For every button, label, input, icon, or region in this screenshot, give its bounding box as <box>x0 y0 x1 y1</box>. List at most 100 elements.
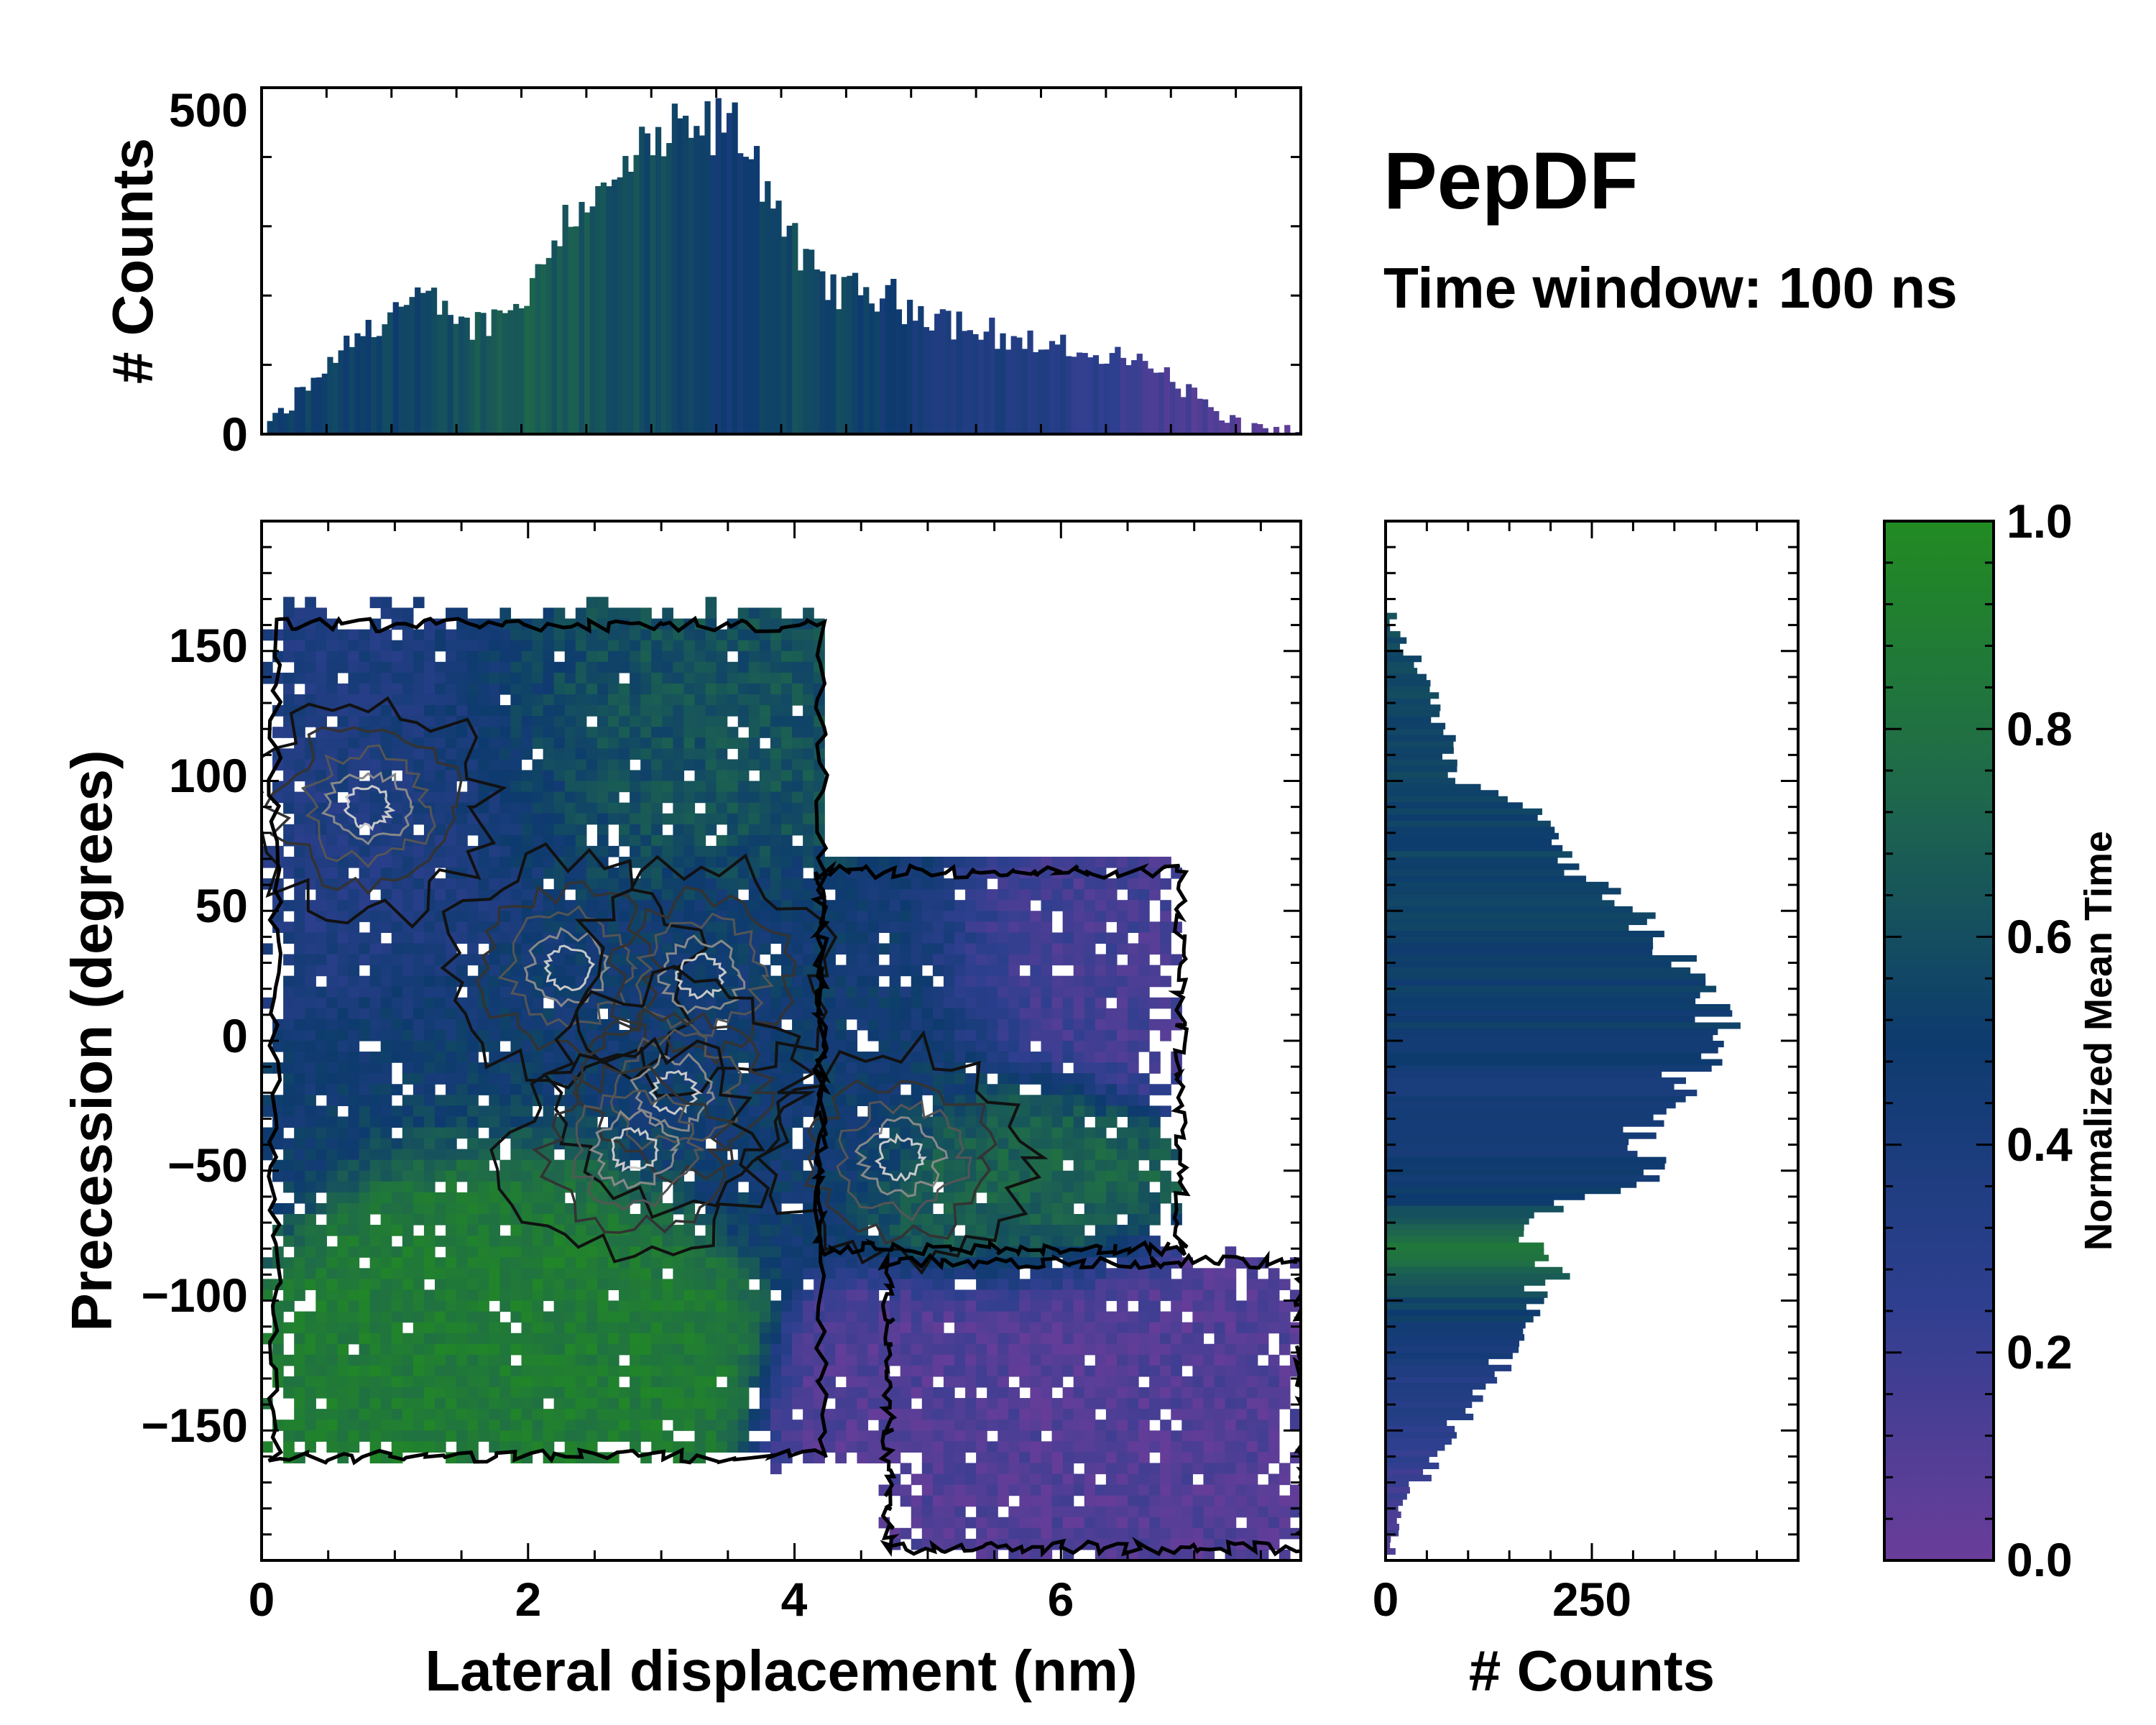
heatmap-cell <box>1095 1095 1107 1106</box>
heatmap-cell <box>456 705 468 717</box>
heatmap-cell <box>630 834 641 847</box>
heatmap-cell <box>489 845 500 857</box>
heatmap-cell <box>705 705 717 717</box>
heatmap-cell <box>640 716 652 727</box>
heatmap-cell <box>380 1149 392 1161</box>
heatmap-cell <box>759 1268 771 1279</box>
heatmap-cell <box>737 1257 750 1269</box>
heatmap-cell <box>921 1300 934 1312</box>
heatmap-cell <box>640 845 652 857</box>
heatmap-cell <box>586 1225 598 1236</box>
heatmap-cell <box>943 1170 955 1182</box>
heatmap-cell <box>283 759 295 771</box>
heatmap-cell <box>1008 900 1020 911</box>
heatmap-cell <box>998 1225 1009 1236</box>
heatmap-cell <box>857 1311 869 1323</box>
heatmap-cell <box>499 921 512 933</box>
heatmap-cell <box>456 1029 468 1041</box>
heatmap-cell <box>748 1105 760 1118</box>
heatmap-cell <box>489 705 500 717</box>
top-hist-bar <box>529 277 536 434</box>
heatmap-cell <box>586 683 598 695</box>
heatmap-cell <box>673 802 685 814</box>
heatmap-cell <box>759 618 771 630</box>
heatmap-cell <box>846 932 858 944</box>
heatmap-cell <box>608 791 619 804</box>
top-hist-bar <box>732 102 738 434</box>
heatmap-cell <box>564 1343 576 1356</box>
heatmap-cell <box>792 672 803 684</box>
heatmap-cell <box>1138 921 1150 933</box>
heatmap-cell <box>705 640 717 652</box>
heatmap-cell <box>911 1300 923 1312</box>
heatmap-cell <box>792 1018 803 1031</box>
heatmap-cell <box>630 781 641 793</box>
heatmap-cell <box>391 1105 403 1118</box>
heatmap-cell <box>835 997 847 1009</box>
heatmap-cell <box>575 716 587 727</box>
heatmap-cell <box>1128 1236 1139 1247</box>
heatmap-cell <box>640 1279 652 1291</box>
heatmap-cell <box>272 1300 284 1312</box>
heatmap-cell <box>478 1246 489 1258</box>
heatmap-cell <box>1084 1105 1096 1118</box>
heatmap-cell <box>1214 1289 1226 1302</box>
heatmap-cell <box>359 1116 371 1128</box>
heatmap-cell <box>359 1052 371 1063</box>
heatmap-cell <box>1041 1105 1053 1118</box>
heatmap-cell <box>651 629 663 641</box>
heatmap-cell <box>435 1311 446 1323</box>
heatmap-cell <box>402 650 414 663</box>
heatmap-cell <box>921 1214 934 1225</box>
heatmap-cell <box>272 1138 284 1150</box>
heatmap-cell <box>564 1041 576 1052</box>
heatmap-cell <box>683 759 696 771</box>
heatmap-cell <box>1257 1300 1269 1312</box>
heatmap-cell <box>380 889 392 901</box>
heatmap-cell <box>694 1322 706 1334</box>
heatmap-cell <box>1019 1105 1031 1118</box>
heatmap-cell <box>283 1041 295 1052</box>
heatmap-cell <box>1116 1149 1128 1161</box>
heatmap-cell <box>446 748 457 760</box>
heatmap-cell <box>932 1300 944 1312</box>
heatmap-cell <box>478 1333 489 1345</box>
heatmap-cell <box>294 1333 305 1345</box>
heatmap-cell <box>1138 1008 1150 1020</box>
heatmap-cell <box>1116 1170 1128 1182</box>
heatmap-cell <box>759 868 771 879</box>
heatmap-cell <box>1138 1268 1150 1279</box>
heatmap-cell <box>489 748 500 760</box>
heatmap-cell <box>1051 997 1064 1009</box>
heatmap-cell <box>315 1268 327 1279</box>
heatmap-cell <box>380 748 392 760</box>
heatmap-cell <box>781 629 793 641</box>
heatmap-cell <box>467 705 479 717</box>
heatmap-cell <box>1051 1073 1064 1085</box>
top-hist-bar <box>376 336 383 434</box>
heatmap-cell <box>781 661 793 673</box>
heatmap-cell <box>369 791 382 804</box>
heatmap-cell <box>792 1279 803 1291</box>
heatmap-cell <box>1138 1202 1150 1215</box>
heatmap-cell <box>305 1279 316 1291</box>
heatmap-cell <box>391 672 403 684</box>
heatmap-cell <box>921 889 934 901</box>
heatmap-cell <box>716 954 728 966</box>
heatmap-cell <box>283 694 295 706</box>
heatmap-cell <box>1008 921 1020 933</box>
heatmap-cell <box>640 748 652 760</box>
heatmap-cell <box>478 737 489 749</box>
heatmap-cell <box>435 1029 446 1041</box>
heatmap-cell <box>1128 965 1139 977</box>
heatmap-cell <box>716 1029 728 1041</box>
heatmap-cell <box>1128 1084 1139 1095</box>
heatmap-cell <box>478 650 489 663</box>
heatmap-cell <box>391 932 403 944</box>
heatmap-cell <box>423 954 436 966</box>
heatmap-cell <box>369 986 382 998</box>
heatmap-cell <box>326 1029 338 1041</box>
heatmap-cell <box>770 716 782 727</box>
heatmap-cell <box>499 650 512 663</box>
heatmap-cell <box>326 1041 338 1052</box>
